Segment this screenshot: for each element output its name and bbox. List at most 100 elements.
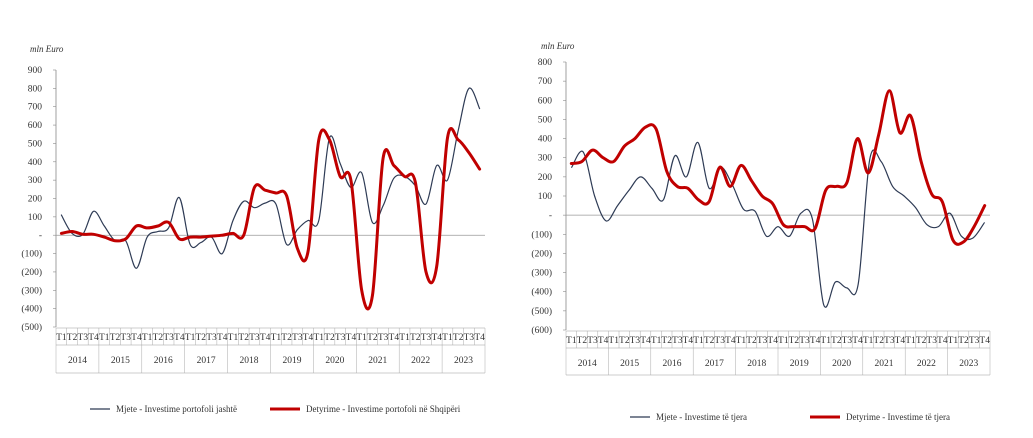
quarter-tick-label: T2 bbox=[324, 333, 335, 343]
quarter-tick-label: T3 bbox=[249, 333, 260, 343]
year-tick-label: 2020 bbox=[832, 359, 851, 369]
year-tick-label: 2014 bbox=[578, 359, 597, 369]
quarter-tick-label: T3 bbox=[335, 333, 346, 343]
quarter-tick-label: T1 bbox=[566, 336, 577, 346]
year-tick-label: 2023 bbox=[454, 356, 473, 366]
quarter-tick-label: T4 bbox=[474, 333, 485, 343]
quarter-tick-label: T3 bbox=[206, 333, 217, 343]
y-tick-label: - bbox=[549, 211, 552, 221]
year-tick-label: 2021 bbox=[368, 356, 387, 366]
y-tick-label: 200 bbox=[28, 195, 43, 205]
y-tick-label: (200) bbox=[21, 267, 42, 278]
quarter-tick-label: T3 bbox=[799, 336, 810, 346]
quarter-tick-label: T1 bbox=[863, 336, 874, 346]
quarter-tick-label: T3 bbox=[378, 333, 389, 343]
quarter-tick-label: T3 bbox=[714, 336, 725, 346]
year-tick-label: 2017 bbox=[197, 356, 216, 366]
y-tick-label: 800 bbox=[28, 84, 43, 94]
quarter-tick-label: T1 bbox=[948, 336, 959, 346]
quarter-tick-label: T2 bbox=[281, 333, 292, 343]
y-tick-label: (100) bbox=[21, 249, 42, 260]
y-tick-label: 800 bbox=[538, 58, 553, 68]
quarter-tick-label: T4 bbox=[640, 336, 651, 346]
quarter-tick-label: T3 bbox=[757, 336, 768, 346]
quarter-tick-label: T2 bbox=[789, 336, 800, 346]
quarter-tick-label: T1 bbox=[142, 333, 153, 343]
quarter-tick-label: T4 bbox=[852, 336, 863, 346]
quarter-tick-label: T4 bbox=[895, 336, 906, 346]
y-tick-label: 100 bbox=[538, 192, 553, 202]
y-tick-label: 700 bbox=[28, 103, 43, 113]
liabilities-series-line bbox=[59, 127, 482, 311]
year-tick-label: 2015 bbox=[620, 359, 639, 369]
quarter-tick-label: T3 bbox=[120, 333, 131, 343]
quarter-tick-label: T3 bbox=[842, 336, 853, 346]
y-tick-label: (100) bbox=[531, 229, 552, 240]
y-tick-label: - bbox=[39, 231, 42, 241]
quarter-tick-label: T3 bbox=[421, 333, 432, 343]
quarter-tick-label: T4 bbox=[260, 333, 271, 343]
quarter-tick-label: T1 bbox=[185, 333, 196, 343]
legend-label: Detyrime - Investime portofoli në Shqipë… bbox=[306, 404, 461, 414]
year-tick-label: 2019 bbox=[282, 356, 301, 366]
y-tick-label: 400 bbox=[538, 135, 553, 145]
quarter-tick-label: T3 bbox=[292, 333, 303, 343]
y-tick-label: 700 bbox=[538, 77, 553, 87]
quarter-tick-label: T2 bbox=[661, 336, 672, 346]
quarter-tick-label: T2 bbox=[153, 333, 164, 343]
quarter-tick-label: T2 bbox=[410, 333, 421, 343]
year-tick-label: 2018 bbox=[747, 359, 766, 369]
assets-series-line bbox=[60, 87, 481, 269]
quarter-tick-label: T2 bbox=[746, 336, 757, 346]
quarter-tick-label: T4 bbox=[174, 333, 185, 343]
year-tick-label: 2014 bbox=[68, 356, 87, 366]
quarter-tick-label: T4 bbox=[346, 333, 357, 343]
quarter-tick-label: T4 bbox=[979, 336, 990, 346]
portfolio-investment-chart: mln Euro 900 800 700 600 500 400 300 200 100 - (100… bbox=[21, 44, 486, 414]
quarter-tick-label: T1 bbox=[271, 333, 282, 343]
y-tick-label: 900 bbox=[28, 66, 43, 76]
y-axis-unit-label: mln Euro bbox=[30, 44, 64, 54]
quarter-tick-label: T1 bbox=[399, 333, 410, 343]
year-tick-label: 2022 bbox=[411, 356, 430, 366]
quarter-tick-label: T1 bbox=[228, 333, 239, 343]
quarter-tick-label: T3 bbox=[884, 336, 895, 346]
quarter-tick-label: T4 bbox=[217, 333, 228, 343]
y-tick-label: (500) bbox=[21, 322, 42, 333]
quarter-tick-label: T2 bbox=[577, 336, 588, 346]
quarter-tick-label: T1 bbox=[56, 333, 67, 343]
liabilities-series-line bbox=[569, 89, 987, 246]
y-tick-label: 300 bbox=[28, 176, 43, 186]
quarter-tick-label: T3 bbox=[464, 333, 475, 343]
quarter-tick-label: T3 bbox=[163, 333, 174, 343]
y-tick-label: 500 bbox=[538, 115, 553, 125]
y-tick-label: (400) bbox=[21, 304, 42, 315]
quarter-tick-label: T4 bbox=[810, 336, 821, 346]
year-tick-label: 2016 bbox=[663, 359, 682, 369]
quarter-tick-label: T2 bbox=[704, 336, 715, 346]
quarter-tick-label: T4 bbox=[937, 336, 948, 346]
quarter-tick-label: T4 bbox=[131, 333, 142, 343]
year-tick-label: 2020 bbox=[325, 356, 344, 366]
quarter-tick-label: T2 bbox=[367, 333, 378, 343]
legend-label: Mjete - Investime të tjera bbox=[656, 412, 747, 422]
year-tick-label: 2022 bbox=[917, 359, 936, 369]
quarter-tick-label: T4 bbox=[683, 336, 694, 346]
y-tick-label: (500) bbox=[531, 306, 552, 317]
legend-label: Mjete - Investime portofoli jashtë bbox=[116, 404, 237, 414]
y-tick-label: (200) bbox=[531, 248, 552, 259]
quarter-tick-label: T3 bbox=[587, 336, 598, 346]
quarter-tick-label: T3 bbox=[78, 333, 89, 343]
legend-label: Detyrime - Investime të tjera bbox=[846, 412, 950, 422]
quarter-tick-label: T1 bbox=[820, 336, 831, 346]
quarter-tick-label: T1 bbox=[313, 333, 324, 343]
quarter-tick-label: T1 bbox=[442, 333, 453, 343]
quarter-tick-label: T2 bbox=[110, 333, 121, 343]
other-investment-chart: mln Euro 800 700 600 500 400 300 200 100 - (100) (2… bbox=[531, 41, 991, 422]
quarter-tick-label: T3 bbox=[969, 336, 980, 346]
y-tick-label: (300) bbox=[531, 268, 552, 279]
quarter-tick-label: T2 bbox=[873, 336, 884, 346]
y-tick-label: 500 bbox=[28, 139, 43, 149]
quarter-tick-label: T1 bbox=[608, 336, 619, 346]
quarter-tick-label: T1 bbox=[693, 336, 704, 346]
